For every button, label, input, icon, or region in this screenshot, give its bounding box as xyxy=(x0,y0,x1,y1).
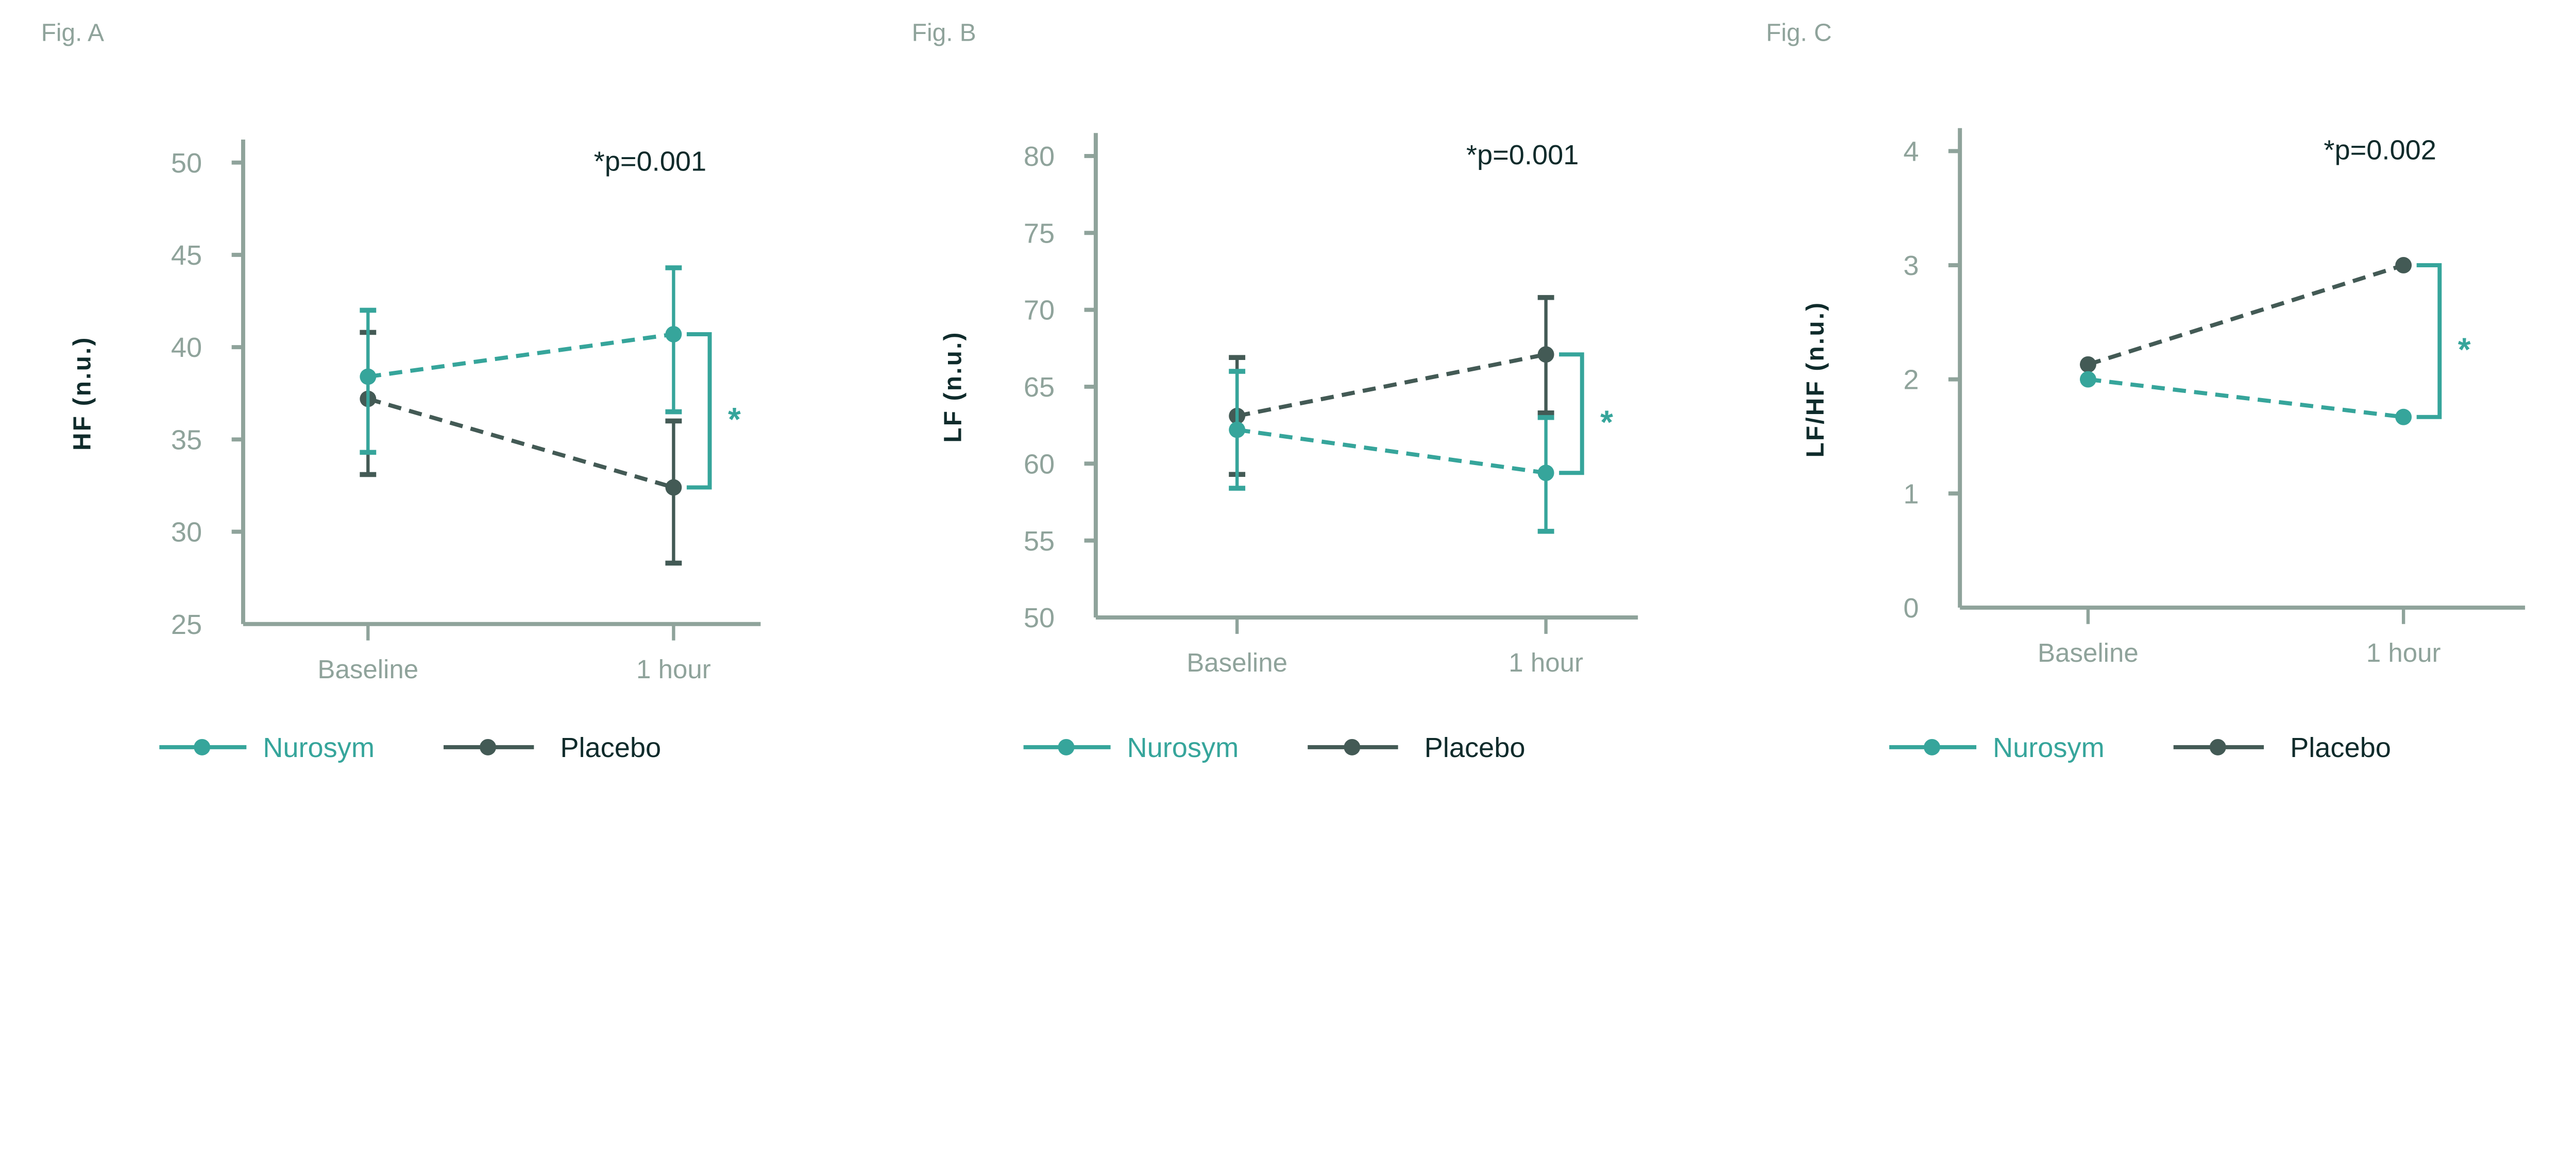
placebo-series-line xyxy=(367,397,674,490)
p-value-annotation: *p=0.002 xyxy=(2324,134,2436,165)
legend-nurosym-marker xyxy=(1058,738,1075,755)
placebo-data-point xyxy=(2079,356,2096,373)
nurosym-data-point xyxy=(2079,371,2096,388)
x-tick-label: Baseline xyxy=(2038,638,2139,667)
figure-label: Fig. C xyxy=(1766,20,1832,47)
nurosym-data-point xyxy=(665,326,682,342)
legend-placebo-label: Placebo xyxy=(2290,732,2391,763)
nurosym-series-line xyxy=(1236,427,1547,475)
y-axis-label: HF (n.u.) xyxy=(69,336,96,451)
significance-bracket xyxy=(2416,263,2442,419)
significance-bracket xyxy=(1559,352,1584,475)
y-tick-label: 1 xyxy=(1903,478,1919,509)
y-axis-label: LF (n.u.) xyxy=(939,331,967,442)
legend-placebo-label: Placebo xyxy=(1425,732,1526,763)
legend-nurosym-label: Nurosym xyxy=(263,732,375,763)
figure-label: Fig. B xyxy=(912,20,976,47)
significance-marker: * xyxy=(1600,403,1613,440)
placebo-data-point xyxy=(665,479,682,496)
y-tick-label: 60 xyxy=(1024,449,1055,479)
significance-marker: * xyxy=(2458,331,2471,368)
legend-placebo-marker xyxy=(2209,738,2226,755)
y-tick-label: 35 xyxy=(171,424,202,455)
y-tick-label: 45 xyxy=(171,240,202,271)
y-tick-label: 0 xyxy=(1903,593,1919,624)
significance-marker: * xyxy=(728,401,741,438)
y-tick-label: 80 xyxy=(1024,141,1055,172)
y-tick-label: 75 xyxy=(1024,218,1055,249)
y-tick-label: 65 xyxy=(1024,372,1055,403)
y-tick-label: 55 xyxy=(1024,526,1055,557)
nurosym-series-line xyxy=(367,332,674,379)
y-tick-label: 2 xyxy=(1903,365,1919,396)
legend-placebo-marker xyxy=(1344,738,1361,755)
y-tick-label: 4 xyxy=(1903,136,1919,167)
y-tick-label: 50 xyxy=(171,148,202,179)
p-value-annotation: *p=0.001 xyxy=(1466,140,1579,170)
x-tick-label: Baseline xyxy=(317,655,418,684)
x-tick-label: 1 hour xyxy=(636,655,711,684)
legend-nurosym-label: Nurosym xyxy=(1127,732,1239,763)
figure-label: Fig. A xyxy=(41,20,104,47)
y-tick-label: 40 xyxy=(171,332,202,363)
y-tick-label: 70 xyxy=(1024,295,1055,326)
y-axis-label: LF/HF (n.u.) xyxy=(1802,301,1829,458)
legend-nurosym-marker xyxy=(1924,738,1940,755)
legend-placebo-marker xyxy=(480,738,497,755)
x-tick-label: Baseline xyxy=(1187,648,1287,677)
legend-nurosym-marker xyxy=(194,738,211,755)
nurosym-data-point xyxy=(1537,465,1554,482)
x-tick-label: 1 hour xyxy=(1509,648,1583,677)
y-tick-label: 50 xyxy=(1024,603,1055,633)
placebo-series-line xyxy=(1236,352,1547,418)
legend-nurosym-label: Nurosym xyxy=(1993,732,2105,763)
nurosym-data-point xyxy=(360,368,377,385)
placebo-series-line xyxy=(2087,263,2404,367)
significance-bracket xyxy=(686,332,712,490)
y-tick-label: 3 xyxy=(1903,250,1919,281)
nurosym-data-point xyxy=(2395,408,2412,425)
y-tick-label: 25 xyxy=(171,609,202,640)
nurosym-series-line xyxy=(2088,377,2404,419)
p-value-annotation: *p=0.001 xyxy=(594,146,706,177)
placebo-data-point xyxy=(2395,257,2412,273)
legend-placebo-label: Placebo xyxy=(560,732,661,763)
x-tick-label: 1 hour xyxy=(2366,638,2441,667)
placebo-data-point xyxy=(1537,346,1554,363)
y-tick-label: 30 xyxy=(171,517,202,548)
nurosym-data-point xyxy=(1229,421,1246,438)
